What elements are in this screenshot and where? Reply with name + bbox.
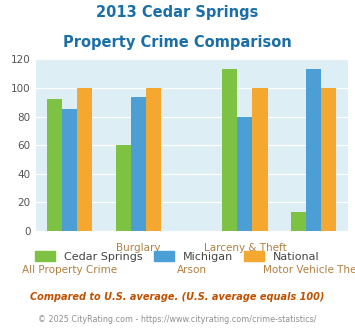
Text: All Property Crime: All Property Crime: [22, 265, 118, 275]
Bar: [131, 97, 146, 231]
Text: Arson: Arson: [177, 265, 207, 275]
Bar: [222, 69, 237, 231]
Bar: [62, 110, 77, 231]
Text: 2013 Cedar Springs: 2013 Cedar Springs: [96, 5, 259, 20]
Bar: [291, 213, 306, 231]
Text: Property Crime Comparison: Property Crime Comparison: [63, 35, 292, 50]
Bar: [116, 145, 131, 231]
Text: Compared to U.S. average. (U.S. average equals 100): Compared to U.S. average. (U.S. average …: [30, 292, 325, 302]
Bar: [77, 88, 93, 231]
Legend: Cedar Springs, Michigan, National: Cedar Springs, Michigan, National: [31, 247, 324, 267]
Text: Burglary: Burglary: [116, 243, 161, 253]
Text: © 2025 CityRating.com - https://www.cityrating.com/crime-statistics/: © 2025 CityRating.com - https://www.city…: [38, 315, 317, 324]
Bar: [321, 88, 336, 231]
Bar: [47, 99, 62, 231]
Bar: [252, 88, 268, 231]
Bar: [146, 88, 161, 231]
Bar: [237, 116, 252, 231]
Text: Larceny & Theft: Larceny & Theft: [203, 243, 286, 253]
Text: Motor Vehicle Theft: Motor Vehicle Theft: [263, 265, 355, 275]
Bar: [306, 69, 321, 231]
